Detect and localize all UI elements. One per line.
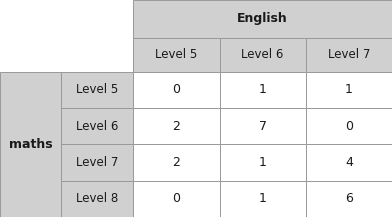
Bar <box>220 108 306 144</box>
Bar <box>133 144 220 181</box>
Text: Level 7: Level 7 <box>76 156 118 169</box>
Bar <box>220 38 306 72</box>
Text: 2: 2 <box>172 156 180 169</box>
Bar <box>306 108 392 144</box>
Text: English: English <box>237 13 288 25</box>
Bar <box>133 72 220 108</box>
Text: 1: 1 <box>259 156 267 169</box>
Text: Level 8: Level 8 <box>76 192 118 205</box>
Text: Level 5: Level 5 <box>76 83 118 96</box>
Bar <box>306 72 392 108</box>
Text: 1: 1 <box>345 83 353 96</box>
Text: Level 7: Level 7 <box>328 48 370 61</box>
Text: Level 5: Level 5 <box>155 48 198 61</box>
Bar <box>133 38 220 72</box>
Text: 6: 6 <box>345 192 353 205</box>
Text: 1: 1 <box>259 192 267 205</box>
Bar <box>306 144 392 181</box>
Text: 2: 2 <box>172 120 180 133</box>
Bar <box>0 0 133 72</box>
Bar <box>220 181 306 217</box>
Bar <box>61 181 133 217</box>
Text: 1: 1 <box>259 83 267 96</box>
Bar <box>61 144 133 181</box>
Text: 0: 0 <box>345 120 353 133</box>
Text: Level 6: Level 6 <box>76 120 118 133</box>
Text: 0: 0 <box>172 83 180 96</box>
Text: maths: maths <box>9 138 52 151</box>
Text: Level 6: Level 6 <box>241 48 284 61</box>
Bar <box>306 38 392 72</box>
Text: 0: 0 <box>172 192 180 205</box>
Bar <box>133 0 392 38</box>
Bar <box>133 108 220 144</box>
Bar <box>306 181 392 217</box>
Bar <box>220 72 306 108</box>
Text: 7: 7 <box>259 120 267 133</box>
Bar <box>61 108 133 144</box>
Bar <box>220 144 306 181</box>
Bar <box>0 72 61 217</box>
Bar <box>133 181 220 217</box>
Bar <box>61 72 133 108</box>
Text: 4: 4 <box>345 156 353 169</box>
